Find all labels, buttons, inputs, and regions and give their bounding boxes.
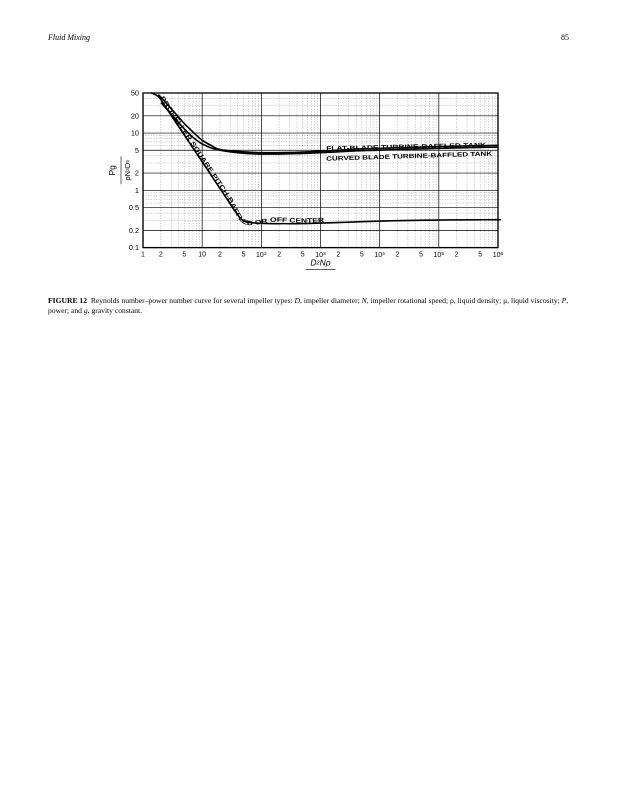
svg-text:5: 5 (478, 252, 482, 259)
svg-text:Pg: Pg (109, 165, 117, 176)
svg-text:2: 2 (277, 252, 281, 259)
svg-text:20: 20 (131, 111, 139, 120)
svg-text:5: 5 (242, 252, 246, 259)
svg-text:2: 2 (159, 252, 163, 259)
svg-text:10: 10 (198, 252, 206, 259)
svg-text:5: 5 (135, 146, 139, 155)
svg-text:0.1: 0.1 (129, 243, 139, 252)
svg-text:10: 10 (131, 129, 139, 138)
svg-text:2: 2 (455, 252, 459, 259)
svg-text:2: 2 (135, 169, 139, 178)
svg-text:5: 5 (419, 252, 423, 259)
svg-text:5: 5 (301, 252, 305, 259)
svg-text:2: 2 (218, 252, 222, 259)
svg-text:2: 2 (336, 252, 340, 259)
svg-text:0.5: 0.5 (129, 203, 139, 212)
svg-text:2: 2 (396, 252, 400, 259)
svg-text:1: 1 (141, 252, 145, 259)
svg-text:50: 50 (131, 89, 139, 98)
svg-text:0.2: 0.2 (129, 226, 139, 235)
svg-text:μ: μ (317, 271, 323, 274)
svg-text:1: 1 (135, 186, 139, 195)
svg-text:5: 5 (182, 252, 186, 259)
svg-text:5: 5 (360, 252, 364, 259)
svg-text:D2Nρ: D2Nρ (310, 258, 330, 268)
